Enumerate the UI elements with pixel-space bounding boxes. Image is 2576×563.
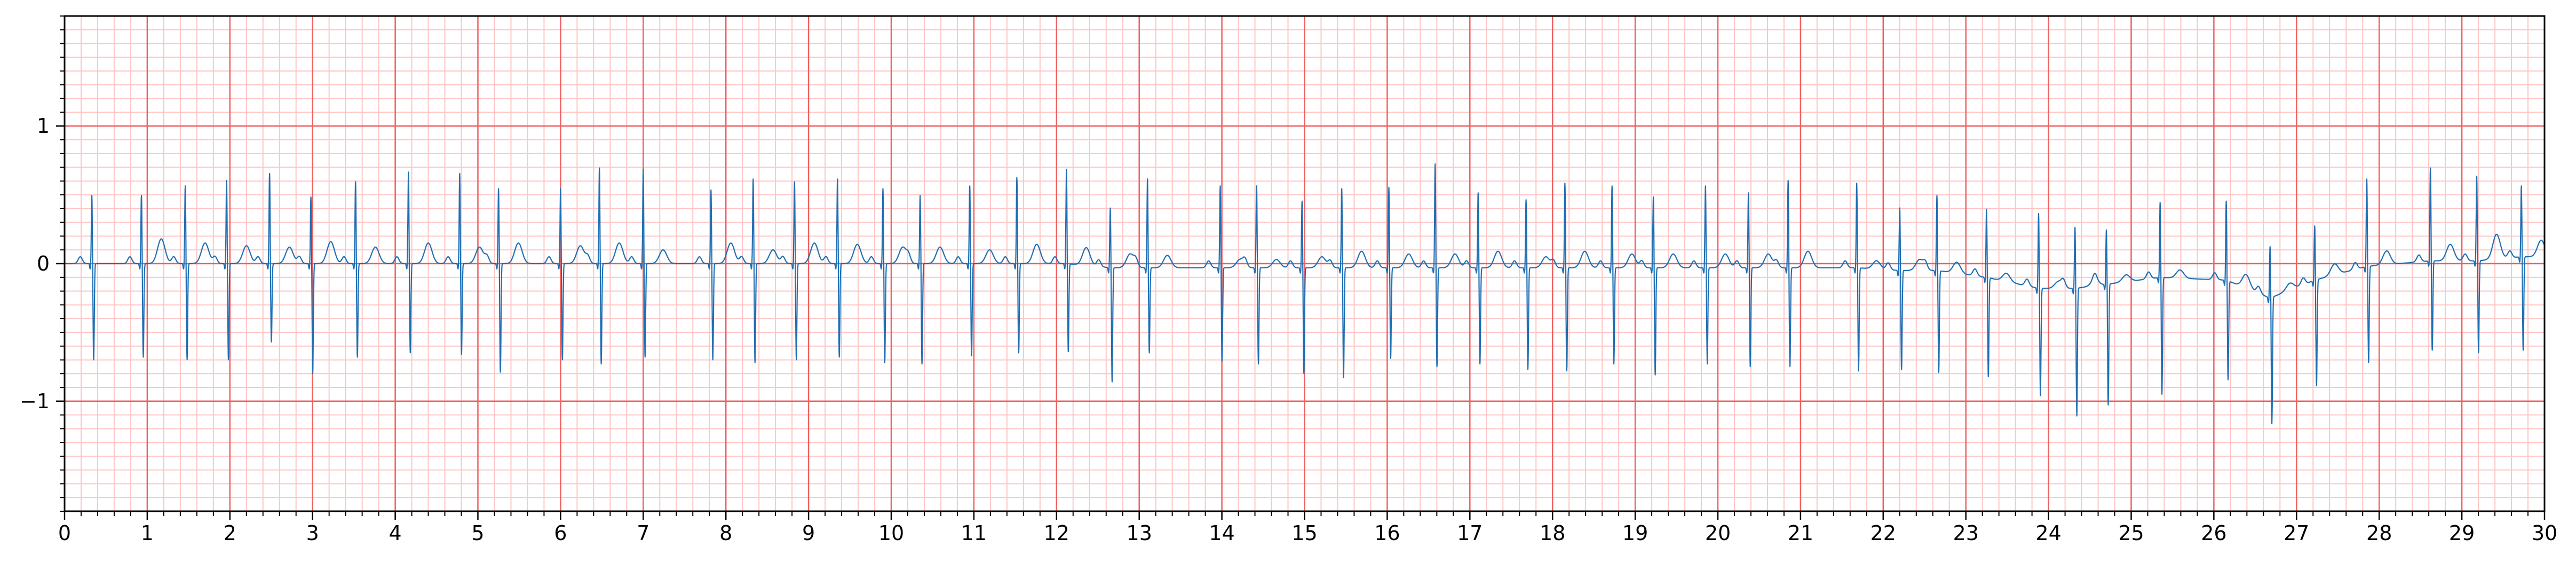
x-tick-label: 9 <box>802 521 815 545</box>
y-tick-label: 1 <box>37 114 50 138</box>
series-layer <box>64 163 2546 425</box>
x-tick-label: 3 <box>306 521 319 545</box>
x-tick-label: 1 <box>141 521 154 545</box>
x-tick-label: 28 <box>2366 521 2392 545</box>
ecg-series-line <box>64 163 2546 425</box>
x-tick-label: 14 <box>1209 521 1234 545</box>
x-tick-label: 23 <box>1953 521 1979 545</box>
x-axis: 0 1 2 3 4 5 6 7 8 9 10 11 12 13 14 15 16 17 18 19 20 21 22 23 24… <box>58 511 2557 545</box>
x-tick-label: 22 <box>1870 521 1896 545</box>
x-tick-label: 19 <box>1622 521 1648 545</box>
x-tick-label: 26 <box>2201 521 2226 545</box>
y-tick-label: 0 <box>37 252 50 275</box>
x-tick-label: 11 <box>961 521 987 545</box>
x-tick-label: 21 <box>1788 521 1813 545</box>
x-tick-label: 18 <box>1540 521 1565 545</box>
x-tick-label: 13 <box>1127 521 1152 545</box>
x-tick-label: 7 <box>637 521 649 545</box>
x-tick-label: 17 <box>1457 521 1483 545</box>
x-tick-label: 12 <box>1044 521 1069 545</box>
x-tick-label: 0 <box>58 521 71 545</box>
x-tick-label: 2 <box>224 521 236 545</box>
x-tick-label: 4 <box>389 521 402 545</box>
x-tick-label: 15 <box>1291 521 1317 545</box>
x-tick-label: 8 <box>719 521 732 545</box>
x-tick-label: 5 <box>471 521 484 545</box>
x-tick-label: 24 <box>2035 521 2061 545</box>
x-tick-label: 10 <box>878 521 904 545</box>
x-tick-label: 29 <box>2449 521 2475 545</box>
x-tick-label: 25 <box>2118 521 2144 545</box>
x-tick-label: 20 <box>1705 521 1731 545</box>
x-tick-label: 16 <box>1374 521 1400 545</box>
x-tick-label: 30 <box>2532 521 2557 545</box>
y-axis: −1 0 1 <box>20 15 65 512</box>
y-tick-label: −1 <box>20 390 50 413</box>
x-tick-label: 6 <box>554 521 567 545</box>
x-tick-label: 27 <box>2284 521 2309 545</box>
